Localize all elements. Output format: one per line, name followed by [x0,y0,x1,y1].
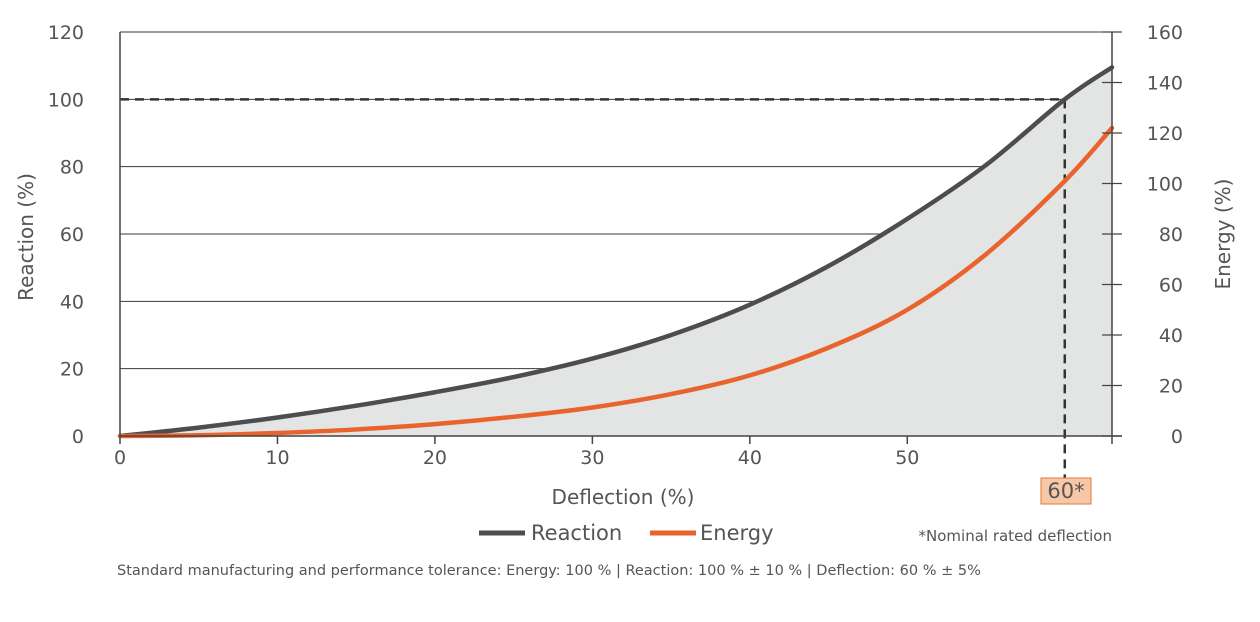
reference-lines [120,98,1067,478]
marker-badge-box [1040,477,1092,505]
series-line-energy [117,125,1115,439]
y2-tick-label-120: 120 [1147,123,1183,145]
y2-tick-label-160: 160 [1147,22,1183,44]
y2-tick-label-60: 60 [1159,275,1183,297]
axes [119,31,1122,444]
x-tick-label-40: 40 [738,447,762,469]
y2-tick-label-100: 100 [1147,174,1183,196]
x-tick-label-10: 10 [265,447,289,469]
x-tick-label-30: 30 [580,447,604,469]
x-tick-label-20: 20 [423,447,447,469]
x-tick-label-50: 50 [895,447,919,469]
y-tick-label-60: 60 [60,224,84,246]
y2-tick-label-40: 40 [1159,325,1183,347]
series-lines [117,65,1115,439]
x-axis-title: Deflection (%) [552,485,695,509]
series-line-reaction [117,65,1115,439]
y-tick-label-100: 100 [48,89,84,111]
y-tick-label-20: 20 [60,359,84,381]
marker-badge: 60* [1040,477,1092,505]
y2-tick-label-140: 140 [1147,73,1183,95]
x-tick-label-0: 0 [114,447,126,469]
nominal-deflection-note: *Nominal rated deflection [919,527,1112,545]
tick-labels: 0 10 20 30 40 50 0 20 40 60 80 100 120 0 20 40 60 80 100 12… [48,22,1183,469]
y2-tick-label-0: 0 [1171,426,1183,448]
legend: Reaction Energy [479,521,774,545]
y-axis-title: Reaction (%) [14,173,38,301]
y-tick-label-40: 40 [60,291,84,313]
reaction-area [120,67,1112,436]
y2-tick-label-80: 80 [1159,224,1183,246]
y-tick-label-0: 0 [72,426,84,448]
y2-tick-label-20: 20 [1159,376,1183,398]
tolerance-footnote: Standard manufacturing and performance t… [117,563,981,579]
reaction-area-fill [120,67,1112,436]
marker-badge-label: 60* [1047,479,1084,503]
legend-label-energy: Energy [700,521,774,545]
y-tick-label-80: 80 [60,157,84,179]
y2-axis-title: Energy (%) [1211,179,1235,290]
legend-label-reaction: Reaction [531,521,622,545]
y-tick-label-120: 120 [48,22,84,44]
